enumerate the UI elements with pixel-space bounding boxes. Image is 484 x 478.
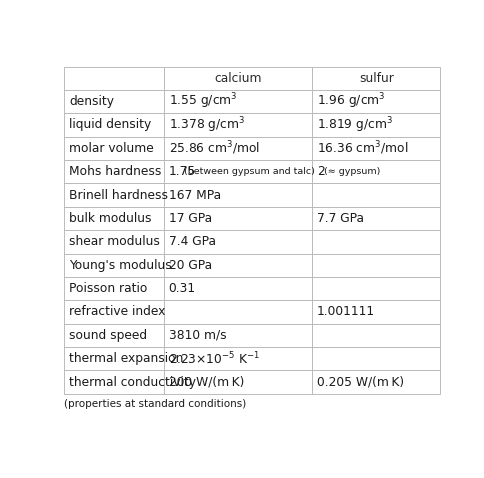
Bar — [312, 370, 439, 394]
Bar — [64, 277, 164, 300]
Bar — [64, 207, 164, 230]
Bar — [164, 347, 312, 370]
Bar — [64, 184, 164, 207]
Text: 20 GPa: 20 GPa — [168, 259, 211, 272]
Bar — [312, 90, 439, 113]
Bar — [312, 230, 439, 253]
Text: 1.819 g/cm$^3$: 1.819 g/cm$^3$ — [317, 115, 392, 135]
Text: Poisson ratio: Poisson ratio — [69, 282, 147, 295]
Bar — [312, 66, 439, 90]
Bar — [312, 160, 439, 184]
Text: calcium: calcium — [214, 72, 261, 85]
Bar — [64, 113, 164, 137]
Bar — [64, 90, 164, 113]
Text: liquid density: liquid density — [69, 119, 151, 131]
Bar — [164, 184, 312, 207]
Text: 7.4 GPa: 7.4 GPa — [168, 235, 215, 249]
Text: refractive index: refractive index — [69, 305, 165, 318]
Bar — [312, 113, 439, 137]
Bar — [164, 300, 312, 324]
Bar — [164, 66, 312, 90]
Text: thermal expansion: thermal expansion — [69, 352, 183, 365]
Text: 7.7 GPa: 7.7 GPa — [317, 212, 363, 225]
Text: Mohs hardness: Mohs hardness — [69, 165, 161, 178]
Bar — [164, 253, 312, 277]
Text: 2.23×10$^{-5}$ K$^{-1}$: 2.23×10$^{-5}$ K$^{-1}$ — [168, 350, 259, 367]
Bar — [312, 207, 439, 230]
Text: (properties at standard conditions): (properties at standard conditions) — [64, 399, 246, 409]
Bar — [164, 137, 312, 160]
Text: 0.205 W/(m K): 0.205 W/(m K) — [317, 376, 403, 389]
Bar — [164, 160, 312, 184]
Text: sound speed: sound speed — [69, 329, 147, 342]
Text: (≈ gypsum): (≈ gypsum) — [323, 167, 379, 176]
Bar — [64, 370, 164, 394]
Text: 1.96 g/cm$^3$: 1.96 g/cm$^3$ — [317, 92, 385, 111]
Bar — [312, 253, 439, 277]
Bar — [312, 324, 439, 347]
Text: 1.001111: 1.001111 — [317, 305, 374, 318]
Bar — [64, 324, 164, 347]
Bar — [164, 324, 312, 347]
Text: 0.31: 0.31 — [168, 282, 195, 295]
Text: 1.378 g/cm$^3$: 1.378 g/cm$^3$ — [168, 115, 244, 135]
Text: 16.36 cm$^3$/mol: 16.36 cm$^3$/mol — [317, 140, 408, 157]
Bar — [312, 300, 439, 324]
Text: 17 GPa: 17 GPa — [168, 212, 211, 225]
Text: 25.86 cm$^3$/mol: 25.86 cm$^3$/mol — [168, 140, 259, 157]
Text: 167 MPa: 167 MPa — [168, 189, 220, 202]
Text: (between gypsum and talc): (between gypsum and talc) — [184, 167, 315, 176]
Text: Young's modulus: Young's modulus — [69, 259, 171, 272]
Bar — [312, 184, 439, 207]
Bar — [64, 137, 164, 160]
Bar — [312, 277, 439, 300]
Bar — [64, 300, 164, 324]
Bar — [164, 370, 312, 394]
Bar — [64, 66, 164, 90]
Bar — [64, 230, 164, 253]
Text: 2: 2 — [317, 165, 324, 178]
Bar — [64, 347, 164, 370]
Bar — [64, 253, 164, 277]
Text: 1.75: 1.75 — [168, 165, 196, 178]
Text: 1.55 g/cm$^3$: 1.55 g/cm$^3$ — [168, 92, 237, 111]
Bar — [64, 160, 164, 184]
Bar — [312, 347, 439, 370]
Text: density: density — [69, 95, 114, 108]
Text: Brinell hardness: Brinell hardness — [69, 189, 167, 202]
Text: 200 W/(m K): 200 W/(m K) — [168, 376, 243, 389]
Text: shear modulus: shear modulus — [69, 235, 159, 249]
Bar — [164, 207, 312, 230]
Text: molar volume: molar volume — [69, 142, 153, 155]
Bar — [164, 90, 312, 113]
Text: sulfur: sulfur — [358, 72, 393, 85]
Bar — [164, 277, 312, 300]
Text: 3810 m/s: 3810 m/s — [168, 329, 226, 342]
Bar — [312, 137, 439, 160]
Text: thermal conductivity: thermal conductivity — [69, 376, 196, 389]
Text: bulk modulus: bulk modulus — [69, 212, 151, 225]
Bar — [164, 113, 312, 137]
Bar — [164, 230, 312, 253]
